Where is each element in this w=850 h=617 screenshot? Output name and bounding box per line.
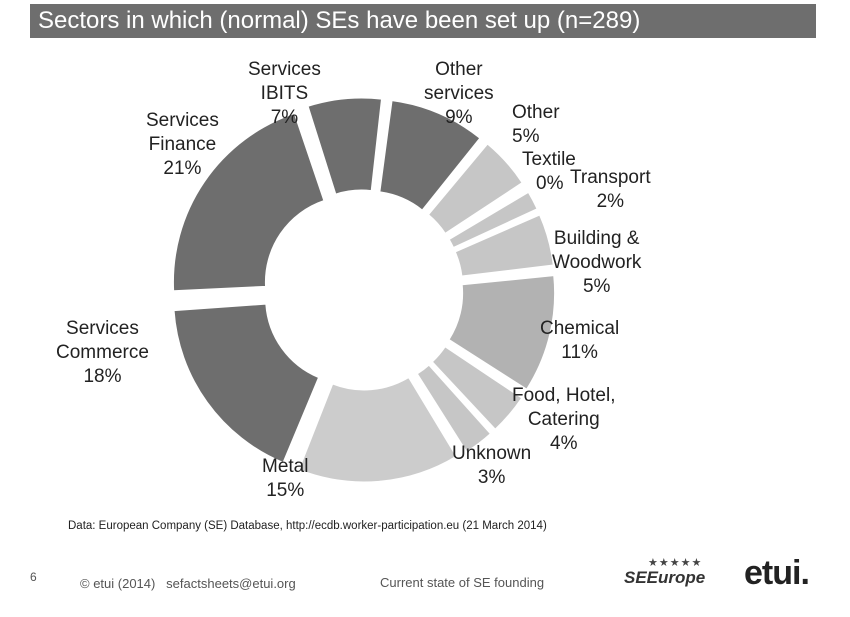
slice-building-woodwork [454, 214, 554, 277]
footer-copyright: © etui (2014) sefactsheets@etui.org [80, 576, 296, 591]
data-source-note: Data: European Company (SE) Database, ht… [68, 520, 547, 532]
page-number: 6 [30, 570, 37, 584]
label-services-finance: Services Finance 21% [146, 110, 219, 179]
slice-other-services [379, 100, 481, 211]
etui-logo: etui. [744, 554, 810, 592]
label-services-ibits: Services IBITS 7% [248, 59, 321, 128]
slice-metal [298, 376, 457, 483]
label-other: Other 5% [512, 102, 560, 147]
label-unknown: Unknown 3% [452, 443, 532, 488]
label-textile: Textile 0% [522, 149, 576, 194]
title-bar: Sectors in which (normal) SEs have been … [30, 4, 816, 38]
slice-services-commerce [173, 303, 320, 464]
label-services-commerce: Services Commerce 18% [56, 318, 149, 387]
label-chemical: Chemical 11% [540, 318, 620, 363]
label-metal: Metal 15% [262, 456, 309, 501]
slice-textile [446, 187, 527, 238]
footer-subject: Current state of SE founding [380, 575, 545, 590]
label-transport: Transport 2% [570, 167, 651, 212]
slice-unknown [416, 364, 491, 453]
slice-food-hotel-catering [431, 346, 523, 430]
slice-other [427, 143, 523, 235]
label-other-services: Other services 9% [424, 59, 494, 128]
seeurope-logo: ★★★★★ SEEurope [624, 556, 724, 592]
slice-chemical [448, 275, 556, 390]
stars-icon: ★★★★★ [648, 557, 703, 569]
seeurope-logo-text: SEEurope [624, 568, 706, 587]
slice-services-finance [172, 112, 325, 292]
label-building-woodwork: Building & Woodwork 5% [552, 228, 642, 297]
label-food-hotel-catering: Food, Hotel, Catering 4% [512, 385, 616, 454]
chart-title: Sectors in which (normal) SEs have been … [38, 7, 641, 34]
slice-transport [448, 191, 538, 249]
slice-services-ibits [307, 97, 383, 195]
